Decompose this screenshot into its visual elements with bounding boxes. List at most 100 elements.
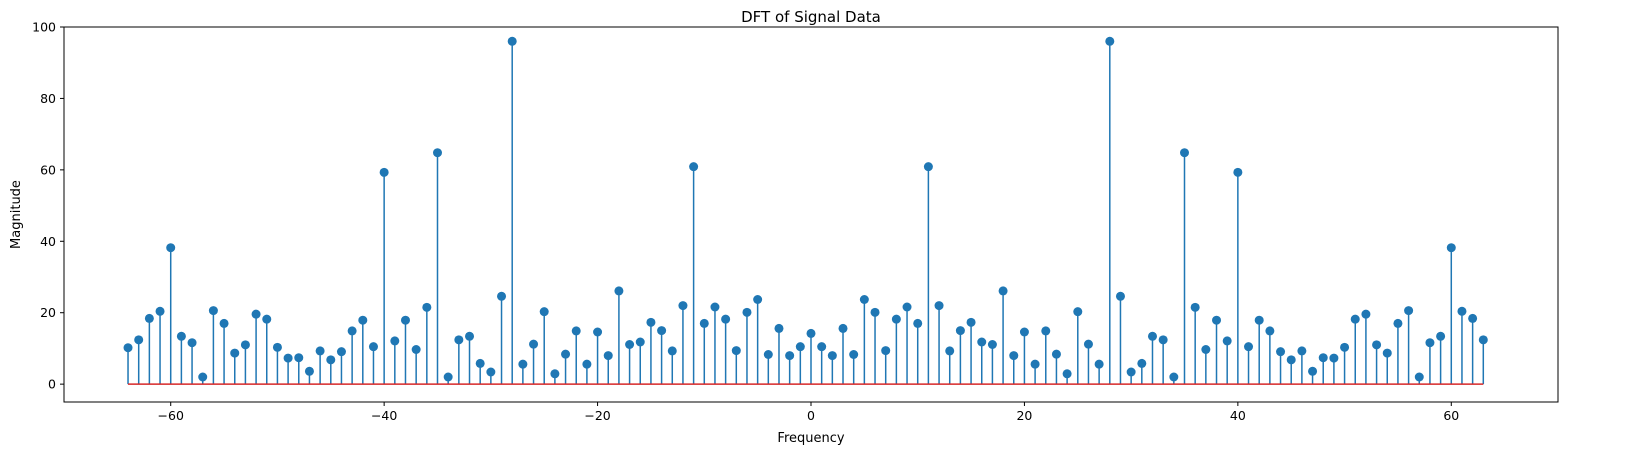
- stem-marker: [1062, 369, 1072, 379]
- stem-marker: [955, 326, 965, 336]
- stems-layer: [127, 41, 1485, 385]
- stem-marker: [1457, 306, 1467, 316]
- stem-marker: [379, 167, 389, 177]
- y-tick-label: 80: [40, 91, 56, 106]
- stem-marker: [134, 335, 144, 345]
- stem-marker: [731, 346, 741, 356]
- stem-marker: [721, 314, 731, 324]
- x-axis-label: Frequency: [777, 431, 844, 446]
- stem-marker: [497, 291, 507, 301]
- x-tick-label: 0: [807, 408, 815, 423]
- stem-marker: [422, 302, 432, 312]
- stem-marker: [475, 358, 485, 368]
- stem-marker: [1073, 307, 1083, 317]
- stem-marker: [144, 313, 154, 323]
- stem-marker: [1414, 372, 1424, 382]
- stem-marker: [155, 306, 165, 316]
- x-tick-label: 60: [1443, 408, 1459, 423]
- y-tick-label: 40: [40, 234, 56, 249]
- stem-marker: [1222, 336, 1232, 346]
- stem-marker: [923, 162, 933, 172]
- stem-marker: [753, 295, 763, 304]
- stem-marker: [166, 243, 176, 253]
- stem-marker: [486, 367, 496, 377]
- stem-marker: [678, 301, 688, 311]
- stem-marker: [1180, 148, 1189, 158]
- stem-marker: [1478, 335, 1488, 345]
- stem-marker: [358, 315, 368, 325]
- stem-marker: [1286, 355, 1296, 365]
- stem-marker: [1233, 167, 1243, 177]
- stem-marker: [795, 342, 805, 352]
- stem-marker: [315, 346, 325, 356]
- stem-marker: [625, 340, 635, 349]
- stem-marker: [454, 335, 464, 345]
- stem-marker: [699, 318, 709, 328]
- y-ticks: 0 20 40 60 80 100: [32, 20, 64, 392]
- stem-marker: [1340, 342, 1350, 352]
- x-ticks: −60 −40 −20 0 20 40 60: [158, 402, 1459, 423]
- stem-marker: [1019, 327, 1029, 337]
- stem-marker: [945, 346, 955, 356]
- y-tick-label: 20: [40, 305, 56, 320]
- stem-marker: [1115, 291, 1125, 301]
- stem-marker: [571, 326, 581, 336]
- stem-marker: [838, 323, 848, 333]
- stem-marker: [603, 351, 613, 361]
- stem-marker: [400, 315, 410, 325]
- stem-marker: [262, 314, 272, 324]
- stem-marker: [1329, 353, 1339, 363]
- stem-marker: [304, 366, 314, 376]
- y-tick-label: 60: [40, 162, 56, 177]
- stem-marker: [1147, 331, 1157, 341]
- stem-marker: [1254, 315, 1264, 325]
- stem-marker: [1083, 339, 1093, 349]
- stem-marker: [785, 351, 795, 361]
- stem-marker: [294, 353, 304, 363]
- stem-marker: [518, 359, 528, 369]
- x-tick-label: 20: [1016, 408, 1032, 423]
- stem-marker: [529, 339, 539, 349]
- stem-marker: [1318, 353, 1328, 363]
- stem-marker: [1361, 309, 1371, 319]
- x-tick-label: −60: [158, 408, 184, 423]
- stem-marker: [1468, 313, 1478, 323]
- stem-marker: [1158, 335, 1168, 345]
- stem-marker: [763, 350, 773, 359]
- stem-marker: [891, 314, 901, 324]
- stem-marker: [913, 318, 923, 328]
- stem-marker: [881, 346, 891, 356]
- stem-marker: [1308, 366, 1318, 376]
- stem-marker: [336, 347, 346, 357]
- stem-marker: [443, 372, 453, 382]
- stem-marker: [635, 337, 645, 347]
- stem-marker: [1350, 314, 1360, 324]
- stem-marker: [1126, 367, 1136, 377]
- stem-marker: [646, 317, 656, 327]
- stem-marker: [1425, 338, 1435, 348]
- stem-marker: [123, 343, 133, 353]
- stem-marker: [870, 307, 880, 317]
- stem-marker: [966, 317, 976, 327]
- stem-marker: [1094, 359, 1104, 369]
- stem-marker: [1190, 302, 1200, 312]
- stem-marker: [934, 301, 944, 311]
- stem-marker: [806, 328, 816, 338]
- stem-marker: [208, 306, 218, 316]
- stem-marker: [1446, 243, 1456, 253]
- markers-layer: [123, 36, 1488, 382]
- stem-marker: [849, 350, 859, 359]
- stem-marker: [1169, 372, 1179, 382]
- stem-marker: [411, 345, 421, 354]
- stem-marker: [582, 359, 592, 369]
- stem-marker: [1372, 340, 1382, 350]
- stem-marker: [283, 353, 293, 363]
- stem-marker: [593, 327, 603, 337]
- stem-marker: [1244, 342, 1254, 352]
- stem-marker: [1297, 346, 1307, 356]
- stem-marker: [1137, 358, 1147, 368]
- x-tick-label: 40: [1230, 408, 1246, 423]
- stem-marker: [465, 331, 475, 341]
